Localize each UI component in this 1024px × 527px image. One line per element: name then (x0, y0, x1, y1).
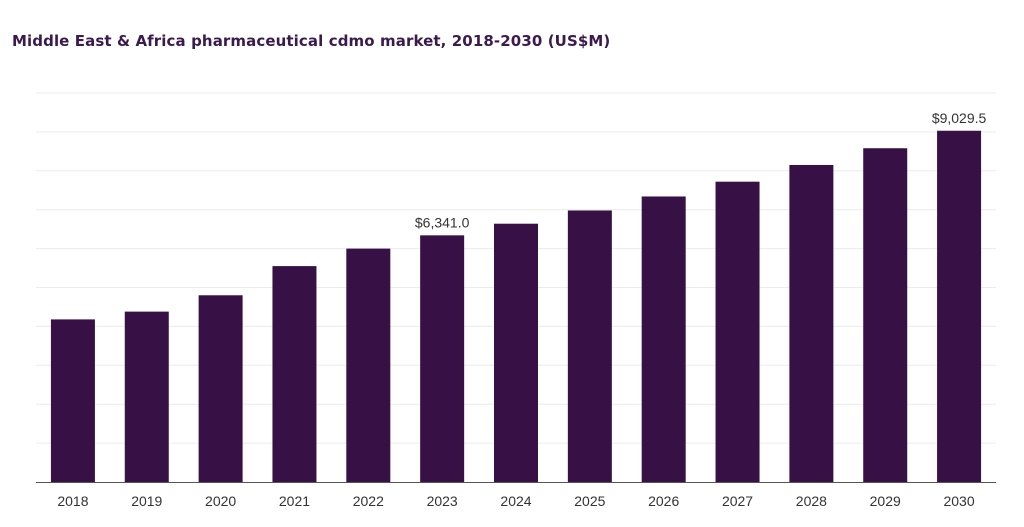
x-tick-label: 2020 (205, 493, 236, 509)
bar-2028[interactable] (789, 164, 834, 482)
x-tick-label: 2019 (131, 493, 162, 509)
x-tick-label: 2022 (353, 493, 384, 509)
bar-2019[interactable] (124, 311, 169, 482)
x-tick-label: 2018 (57, 493, 88, 509)
data-labels: $6,341.0 $9,029.5 (415, 110, 987, 231)
x-tick-label: 2030 (943, 493, 974, 509)
x-tick-label: 2021 (279, 493, 310, 509)
x-tick-label: 2025 (574, 493, 605, 509)
bar-2020[interactable] (198, 295, 243, 482)
chart-title: Middle East & Africa pharmaceutical cdmo… (12, 32, 611, 50)
bar-2027[interactable] (715, 181, 760, 482)
bar-2022[interactable] (346, 248, 391, 482)
bar-2024[interactable] (494, 223, 538, 483)
x-tick-label: 2024 (500, 493, 531, 509)
bars (50, 130, 982, 483)
data-label-2023: $6,341.0 (415, 214, 470, 230)
bar-2023[interactable] (420, 235, 465, 482)
bar-2026[interactable] (641, 196, 686, 482)
bar-2030[interactable] (937, 130, 982, 483)
x-tick-label: 2028 (796, 493, 827, 509)
x-axis-ticks: 2018 2019 2020 2021 2022 2023 2024 2025 2026 2027… (57, 493, 975, 509)
bar-2029[interactable] (863, 148, 908, 482)
x-tick-label: 2027 (722, 493, 753, 509)
data-label-2030: $9,029.5 (932, 110, 987, 126)
bar-2018[interactable] (50, 319, 95, 482)
bar-2021[interactable] (272, 266, 317, 482)
x-tick-label: 2026 (648, 493, 679, 509)
x-tick-label: 2029 (870, 493, 901, 509)
x-tick-label: 2023 (427, 493, 458, 509)
bar-2025[interactable] (567, 210, 612, 482)
